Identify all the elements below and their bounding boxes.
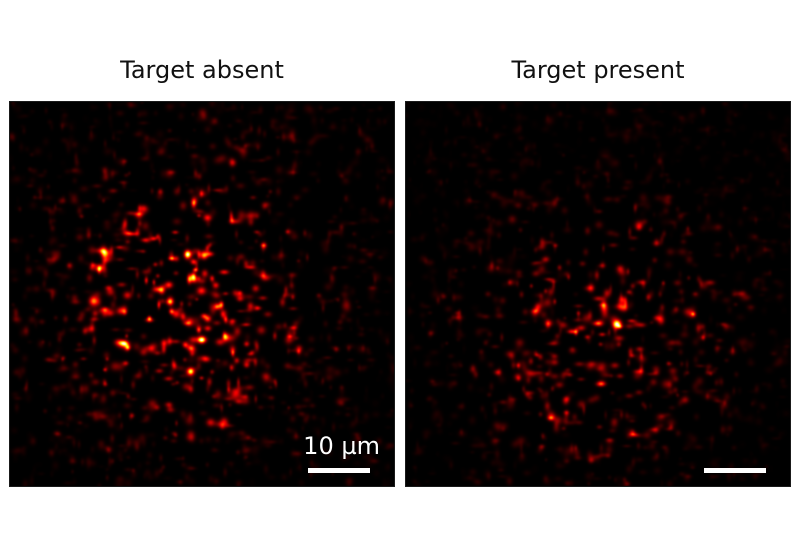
scale-bar-label: 10 µm (303, 432, 380, 460)
panel-title-target-present: Target present (511, 56, 685, 84)
speckle-image-target-absent: 10 µm (9, 101, 395, 487)
speckle-canvas (10, 102, 394, 486)
panel-title-target-absent: Target absent (120, 56, 284, 84)
speckle-canvas (406, 102, 790, 486)
speckle-image-target-present (405, 101, 791, 487)
scale-bar (704, 468, 766, 473)
scale-bar (308, 468, 370, 473)
